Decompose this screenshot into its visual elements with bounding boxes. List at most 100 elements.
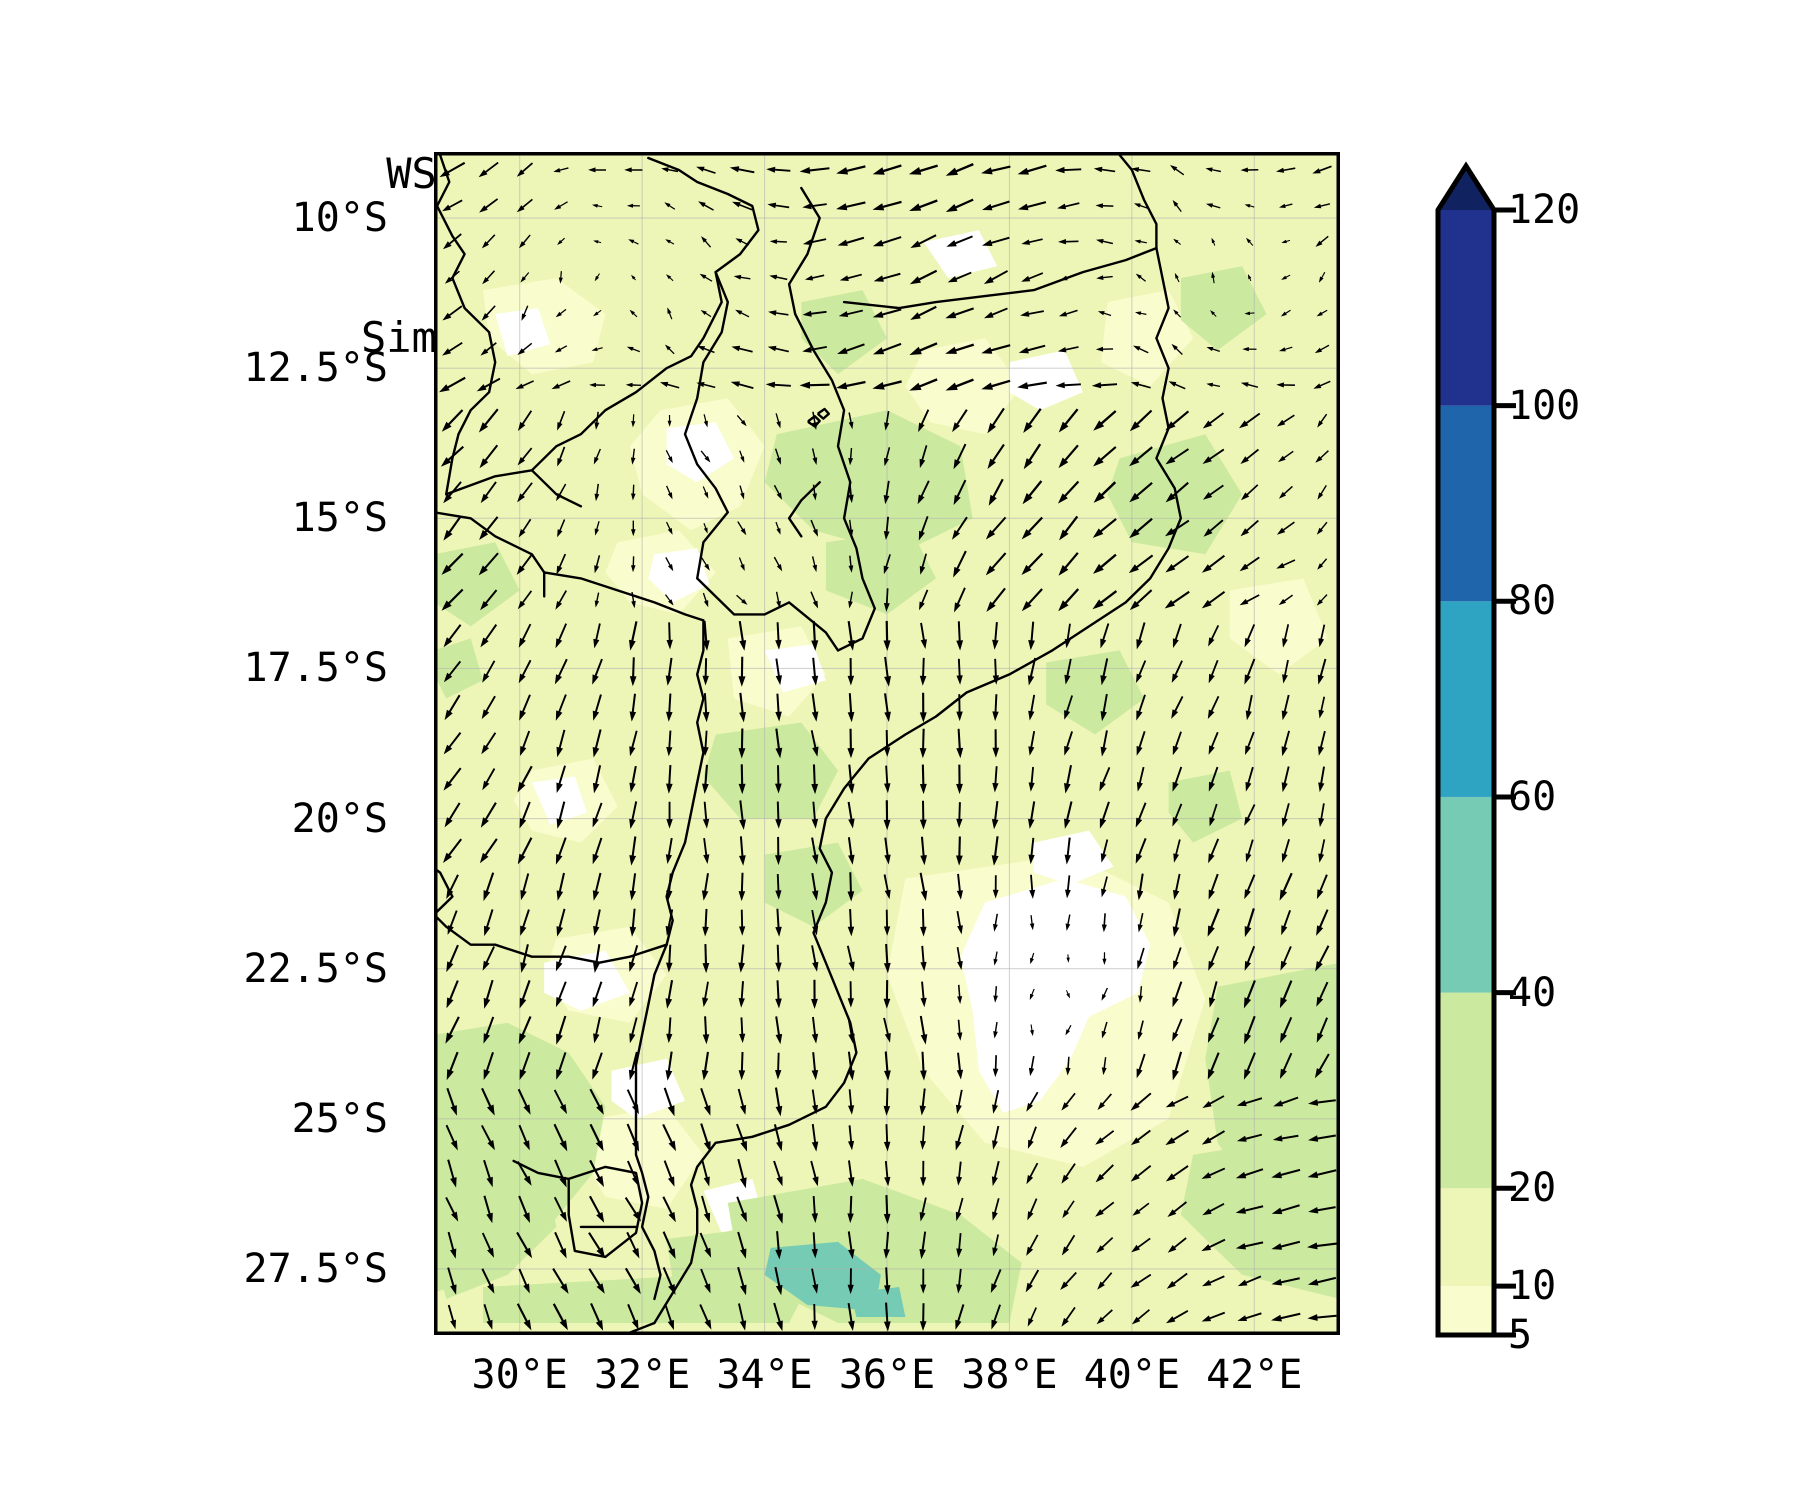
wind-arrow [1058, 309, 1078, 317]
wind-arrow [516, 1161, 532, 1186]
wind-arrow [1065, 1024, 1072, 1036]
wind-arrow [737, 1231, 747, 1259]
contour-band [544, 950, 630, 1011]
wind-arrow [1239, 556, 1260, 572]
wind-arrow [953, 479, 967, 505]
wind-arrow [1273, 1096, 1299, 1107]
wind-arrow [665, 980, 674, 1009]
wind-arrow [775, 521, 781, 535]
wind-arrow [883, 480, 890, 505]
wind-arrow [628, 239, 639, 245]
wind-arrow [952, 409, 968, 433]
wind-arrow [1057, 202, 1080, 210]
wind-arrow [1316, 594, 1328, 606]
wind-arrow [1171, 343, 1183, 355]
wind-arrow [847, 1051, 855, 1081]
wind-arrow [768, 310, 789, 316]
wind-arrow [445, 1016, 460, 1044]
wind-arrow [920, 1125, 926, 1150]
border-path [1118, 153, 1158, 250]
wind-arrow [739, 450, 745, 463]
wind-arrow [516, 1231, 533, 1259]
wind-arrow [1203, 484, 1224, 500]
wind-arrow [593, 1016, 601, 1044]
wind-arrow [1202, 448, 1225, 464]
wind-arrow [556, 801, 566, 829]
wind-arrow [1281, 766, 1290, 793]
wind-arrow [702, 801, 710, 829]
wind-arrow [1129, 517, 1153, 539]
wind-arrow [1025, 1269, 1040, 1293]
plot-frame [434, 152, 1340, 1335]
wind-arrow [1065, 914, 1071, 931]
wind-arrow [985, 516, 1007, 540]
wind-arrow [848, 519, 854, 537]
wind-arrow [631, 556, 636, 573]
wind-arrow [799, 381, 830, 389]
wind-arrow [1102, 952, 1107, 965]
wind-arrow [773, 556, 783, 572]
wind-arrow [481, 234, 496, 249]
wind-arrow [1173, 873, 1181, 900]
wind-arrow [1173, 839, 1181, 863]
wind-arrow [482, 768, 496, 791]
wind-arrow [775, 1016, 783, 1045]
wind-arrow [556, 1015, 567, 1045]
wind-arrow [664, 1303, 674, 1331]
wind-arrow [1172, 731, 1182, 756]
wind-arrow [482, 946, 495, 971]
wind-arrow [517, 590, 533, 610]
wind-arrow [1281, 730, 1290, 757]
wind-arrow [1164, 590, 1190, 609]
wind-arrow [811, 556, 817, 573]
wind-arrow [1136, 660, 1147, 683]
wind-arrow [702, 486, 709, 499]
wind-arrow [802, 203, 827, 210]
border-path [434, 866, 454, 916]
wind-arrow [1314, 1053, 1330, 1079]
wind-arrow [775, 765, 782, 794]
wind-arrow [1280, 946, 1292, 971]
wind-arrow [1244, 804, 1256, 826]
wind-arrow [1244, 311, 1255, 316]
wind-arrow [993, 1021, 998, 1039]
wind-arrow [629, 981, 639, 1007]
wind-arrow [955, 1304, 965, 1330]
contour-band [434, 1130, 557, 1299]
wind-arrow [556, 872, 565, 901]
wind-arrow [1208, 873, 1219, 900]
wind-arrow [737, 521, 747, 536]
wind-arrow [630, 448, 636, 465]
wind-arrow [982, 200, 1010, 211]
wind-arrow [1096, 1309, 1113, 1325]
wind-arrow [1130, 1273, 1152, 1288]
wind-arrow [1029, 988, 1035, 1000]
wind-arrow [1208, 946, 1219, 971]
wind-arrow [811, 873, 819, 901]
wind-arrow [1099, 801, 1110, 829]
wind-arrow [552, 1303, 568, 1331]
wind-arrow [769, 274, 788, 281]
wind-arrow [1093, 410, 1117, 431]
wind-arrow [804, 274, 825, 281]
wind-arrow [1100, 693, 1108, 722]
wind-arrow [1279, 203, 1293, 208]
contour-band [825, 530, 936, 615]
wind-arrow [662, 1267, 676, 1295]
wind-arrow [1100, 730, 1108, 757]
wind-arrow [774, 448, 781, 465]
wind-arrow [811, 1196, 818, 1223]
wind-arrow [478, 161, 499, 178]
wind-arrow [872, 164, 902, 175]
wind-arrow [1315, 235, 1329, 247]
wind-arrow [956, 764, 963, 795]
wind-arrow [847, 1016, 855, 1044]
colorbar-band [1438, 1188, 1494, 1287]
wind-arrow [990, 1269, 1002, 1293]
border-path [434, 511, 705, 622]
colorbar-tick-label: 120 [1508, 187, 1581, 233]
wind-arrow [558, 271, 563, 284]
wind-arrow [629, 945, 639, 972]
wind-arrow [666, 274, 674, 282]
wind-arrow [594, 483, 600, 502]
